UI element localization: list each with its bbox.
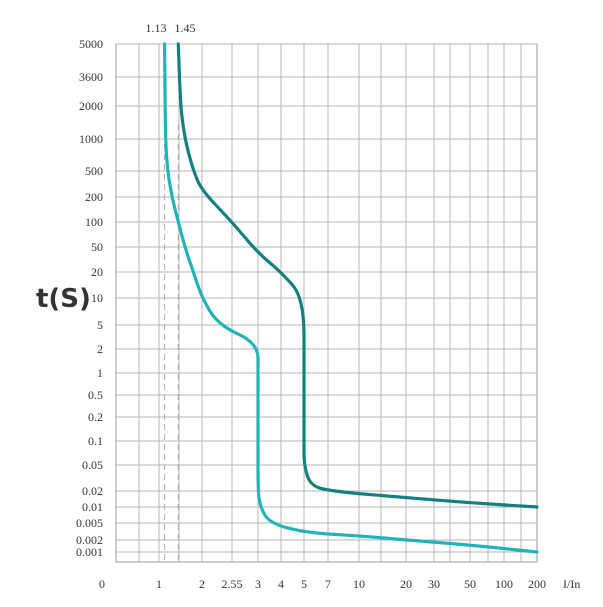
y-tick-label: 10 xyxy=(91,291,103,305)
y-tick-label: 20 xyxy=(91,265,103,279)
y-tick-label: 200 xyxy=(85,190,103,204)
x-tick-label: 5 xyxy=(301,577,307,591)
marker-labels: 1.13 1.45 xyxy=(146,21,196,35)
y-tick-label: 500 xyxy=(85,164,103,178)
x-tick-label: 3 xyxy=(255,577,261,591)
x-tick-label: 200 xyxy=(528,577,546,591)
x-tick-label: 7 xyxy=(325,577,331,591)
y-tick-label: 0.005 xyxy=(76,516,103,530)
y-tick-label: 0.2 xyxy=(88,410,103,424)
y-tick-label: 5 xyxy=(97,318,103,332)
marker-label: 1.13 xyxy=(146,21,167,35)
x-tick-label: 2 xyxy=(199,577,205,591)
y-tick-label: 2000 xyxy=(79,99,103,113)
x-tick-label: 10 xyxy=(353,577,365,591)
y-axis-label: t(S) xyxy=(36,284,91,314)
y-tick-label: 1000 xyxy=(79,132,103,146)
x-tick-label: 20 xyxy=(400,577,412,591)
x-tick-label: 50 xyxy=(464,577,476,591)
x-tick-label: 0 xyxy=(99,577,105,591)
y-tick-label: 3600 xyxy=(79,70,103,84)
x-axis-label: I/In xyxy=(563,577,580,591)
x-tick-labels: 0 1 2 2.55 3 4 5 7 10 20 30 50 100 200 xyxy=(99,577,546,591)
y-tick-label: 0.5 xyxy=(88,388,103,402)
y-tick-label: 0.05 xyxy=(82,458,103,472)
y-tick-label: 5000 xyxy=(79,37,103,51)
y-tick-label: 0.1 xyxy=(88,434,103,448)
x-tick-label: 1 xyxy=(156,577,162,591)
y-tick-label: 0.02 xyxy=(82,484,103,498)
y-tick-label: 2 xyxy=(97,342,103,356)
marker-label: 1.45 xyxy=(175,21,196,35)
curves xyxy=(163,42,539,554)
y-tick-labels: 5000 3600 2000 1000 500 200 100 50 20 10 5 2 1 0.5 0.2… xyxy=(76,37,103,559)
curve-2 xyxy=(176,42,539,509)
grid xyxy=(115,43,538,563)
y-tick-label: 100 xyxy=(85,215,103,229)
curve-1 xyxy=(163,42,539,554)
x-tick-label: 2.55 xyxy=(222,577,243,591)
x-tick-label: 4 xyxy=(278,577,284,591)
x-tick-label: 30 xyxy=(428,577,440,591)
y-tick-label: 1 xyxy=(97,366,103,380)
y-tick-label: 50 xyxy=(91,240,103,254)
y-tick-label: 0.001 xyxy=(76,545,103,559)
y-tick-label: 0.01 xyxy=(82,500,103,514)
marker-lines xyxy=(164,124,179,562)
x-tick-label: 100 xyxy=(495,577,513,591)
y-tick-label: 0.002 xyxy=(76,533,103,547)
